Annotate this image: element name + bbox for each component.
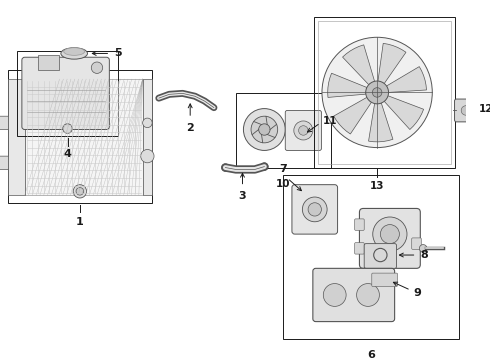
Bar xyxy=(38,55,59,69)
Text: 10: 10 xyxy=(276,179,291,189)
Text: 12: 12 xyxy=(479,104,490,113)
Circle shape xyxy=(373,217,407,251)
Ellipse shape xyxy=(61,48,88,59)
FancyBboxPatch shape xyxy=(412,238,421,249)
Text: 5: 5 xyxy=(114,49,122,58)
Polygon shape xyxy=(378,43,406,84)
Polygon shape xyxy=(334,97,371,134)
Circle shape xyxy=(366,81,389,104)
Circle shape xyxy=(461,106,471,115)
Circle shape xyxy=(357,284,379,306)
FancyBboxPatch shape xyxy=(285,111,321,150)
Text: 13: 13 xyxy=(370,181,384,191)
Bar xyxy=(8,69,152,203)
Circle shape xyxy=(302,197,327,222)
Text: 3: 3 xyxy=(239,191,246,201)
Circle shape xyxy=(298,126,308,135)
Circle shape xyxy=(76,188,84,195)
Circle shape xyxy=(91,62,103,73)
Bar xyxy=(318,21,451,164)
Text: 7: 7 xyxy=(279,164,287,174)
Polygon shape xyxy=(368,103,393,142)
Circle shape xyxy=(419,244,427,252)
FancyBboxPatch shape xyxy=(0,116,8,130)
Bar xyxy=(24,79,143,195)
Polygon shape xyxy=(384,96,424,130)
Circle shape xyxy=(251,116,278,143)
FancyBboxPatch shape xyxy=(292,185,338,234)
Bar xyxy=(283,175,459,339)
Text: 8: 8 xyxy=(420,250,428,260)
Circle shape xyxy=(372,88,382,97)
Text: 9: 9 xyxy=(414,288,421,298)
FancyBboxPatch shape xyxy=(360,208,420,268)
FancyBboxPatch shape xyxy=(22,57,109,130)
Bar xyxy=(143,79,152,195)
Circle shape xyxy=(244,109,285,150)
Text: 1: 1 xyxy=(76,217,84,227)
Circle shape xyxy=(73,185,87,198)
Polygon shape xyxy=(343,45,374,85)
Text: 6: 6 xyxy=(368,350,375,360)
Circle shape xyxy=(221,164,229,171)
Circle shape xyxy=(259,124,270,135)
FancyBboxPatch shape xyxy=(372,273,397,287)
Text: 4: 4 xyxy=(64,149,72,159)
FancyBboxPatch shape xyxy=(364,244,396,268)
FancyBboxPatch shape xyxy=(313,268,394,321)
Circle shape xyxy=(141,149,154,163)
Circle shape xyxy=(308,203,321,216)
Text: 2: 2 xyxy=(186,123,194,133)
Circle shape xyxy=(380,225,399,244)
Circle shape xyxy=(322,37,432,148)
Circle shape xyxy=(323,284,346,306)
FancyBboxPatch shape xyxy=(355,243,364,254)
Text: 11: 11 xyxy=(323,116,338,126)
Polygon shape xyxy=(328,73,367,98)
Bar xyxy=(236,93,331,167)
Circle shape xyxy=(261,163,268,170)
Bar xyxy=(314,17,455,167)
Polygon shape xyxy=(387,67,426,93)
Bar xyxy=(17,51,118,136)
FancyBboxPatch shape xyxy=(455,99,477,122)
Bar xyxy=(8,79,24,195)
Circle shape xyxy=(63,124,72,133)
Circle shape xyxy=(143,118,152,127)
FancyBboxPatch shape xyxy=(0,156,8,170)
Ellipse shape xyxy=(64,48,85,55)
Circle shape xyxy=(294,121,313,140)
FancyBboxPatch shape xyxy=(355,219,364,230)
